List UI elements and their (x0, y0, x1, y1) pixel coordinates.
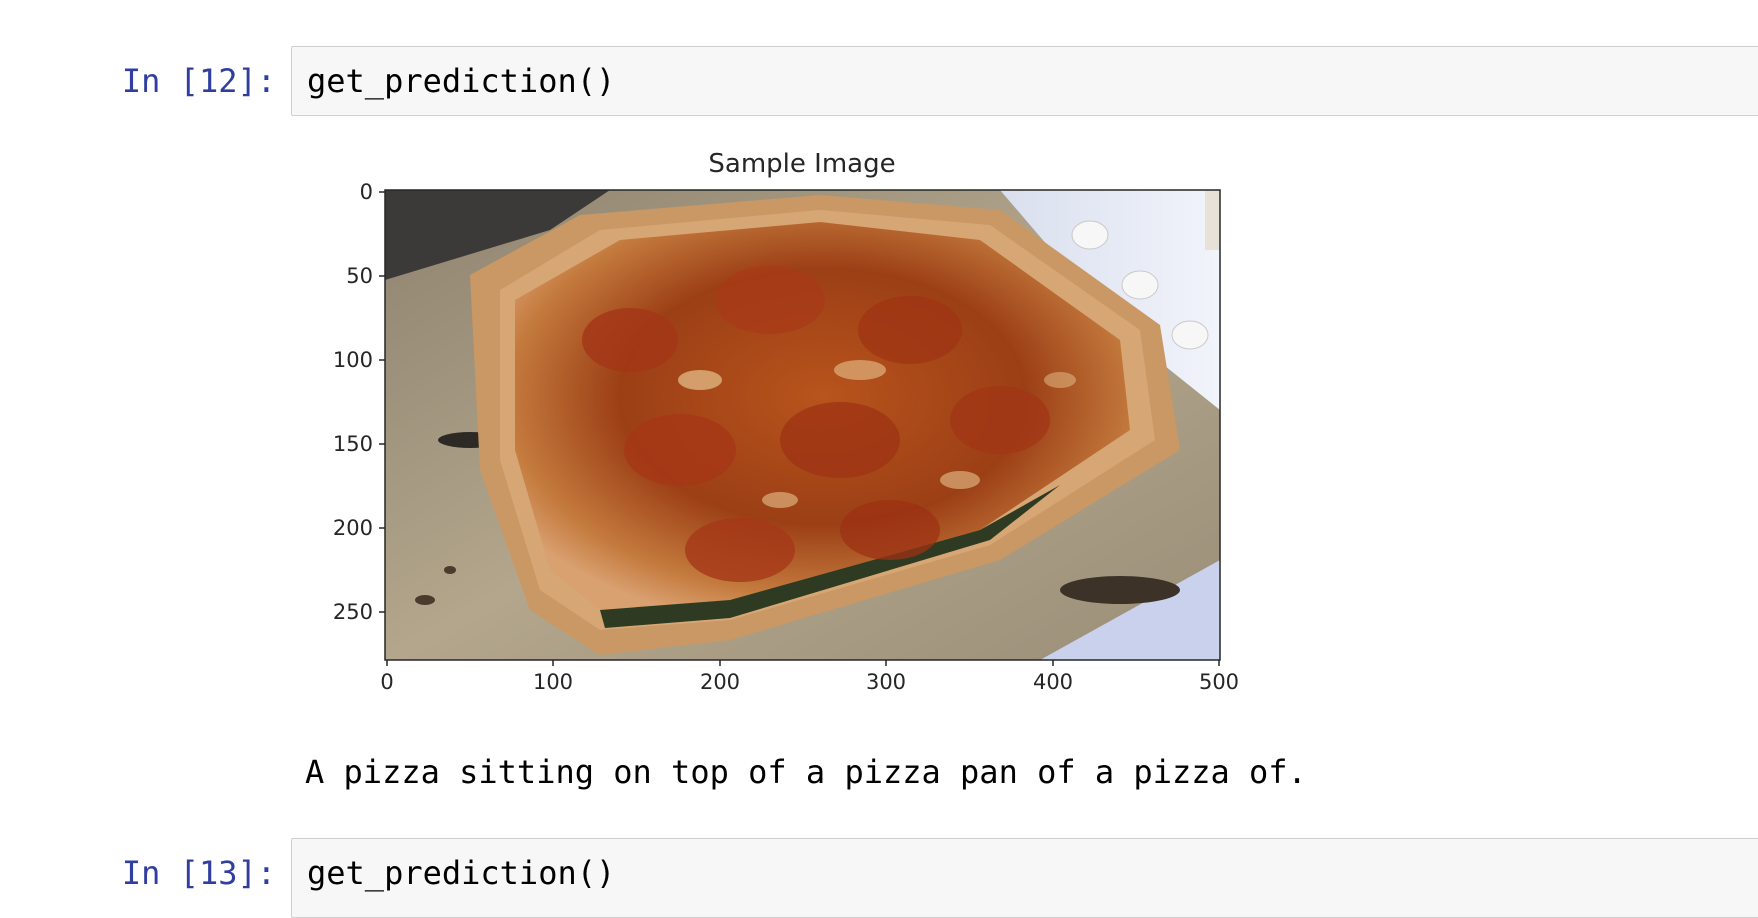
x-tick-label: 200 (700, 670, 740, 694)
x-tick-label: 500 (1199, 670, 1239, 694)
y-tick-label: 150 (333, 432, 373, 456)
y-tick-label: 200 (333, 516, 373, 540)
code-input[interactable]: get_prediction() (307, 62, 616, 100)
x-tick-label: 300 (866, 670, 906, 694)
x-tick-label: 0 (380, 670, 393, 694)
code-cell[interactable]: get_prediction() (291, 838, 1758, 918)
y-tick-label: 250 (333, 600, 373, 624)
x-tick-label: 100 (533, 670, 573, 694)
prediction-output: A pizza sitting on top of a pizza pan of… (305, 753, 1307, 791)
y-tick-label: 50 (346, 264, 373, 288)
y-axis: 0 50 100 150 200 250 (333, 180, 385, 624)
figure-title: Sample Image (708, 149, 895, 179)
input-prompt: In [12]: (121, 62, 276, 100)
x-axis: 0 100 200 300 400 500 (380, 660, 1239, 694)
y-tick-label: 100 (333, 348, 373, 372)
axes-frame (384, 189, 1221, 661)
code-input[interactable]: get_prediction() (307, 854, 616, 892)
sample-image-figure: Sample Image (333, 149, 1239, 694)
y-tick-label: 0 (360, 180, 373, 204)
input-prompt: In [13]: (121, 854, 276, 892)
code-cell[interactable]: get_prediction() (291, 46, 1758, 116)
x-tick-label: 400 (1033, 670, 1073, 694)
pizza-photo (385, 190, 1220, 660)
